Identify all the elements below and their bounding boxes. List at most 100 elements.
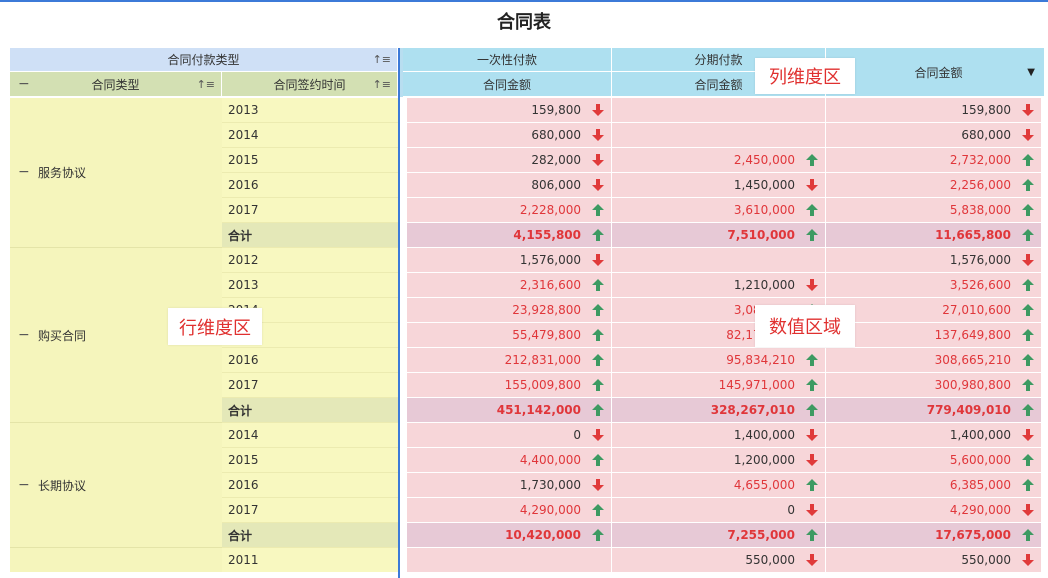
value-text: 155,009,800: [504, 378, 581, 392]
sort-icon[interactable]: ↑≡: [196, 78, 215, 91]
total-row-label-text: 合计: [228, 528, 253, 543]
value-text: 2,228,000: [519, 203, 581, 217]
value-text: 2,732,000: [949, 153, 1011, 167]
value-text: 451,142,000: [496, 403, 581, 417]
table-title: 合同表: [497, 12, 551, 33]
up-arrow: [1022, 229, 1034, 241]
value-text: 282,000: [531, 153, 581, 167]
row-spacer: [398, 223, 407, 248]
row-label-text: 2014: [228, 128, 259, 142]
value-cell: 7,510,000: [612, 223, 826, 248]
row-spacer: [398, 498, 407, 523]
up-arrow: [592, 529, 604, 541]
value-text: 806,000: [531, 178, 581, 192]
up-arrow: [1022, 404, 1034, 416]
up-arrow: [592, 379, 604, 391]
total-column-header: 合同金额 ▼: [826, 48, 1044, 97]
row-group-cell: 长期协议 −: [10, 423, 222, 548]
value-cell: 1,576,000: [407, 248, 612, 273]
value-cell: 155,009,800: [407, 373, 612, 398]
total-column-header-text: 合同金额: [914, 65, 963, 80]
value-cell: 2,450,000: [612, 148, 826, 173]
row-dim-group-header: 合同付款类型 ↑≡: [10, 48, 398, 72]
collapse-icon[interactable]: −: [18, 164, 30, 180]
total-row-label: 合计: [222, 398, 398, 423]
value-text: 7,510,000: [727, 228, 795, 242]
row-label: 2012: [222, 248, 398, 273]
value-cell: 282,000: [407, 148, 612, 173]
down-arrow: [592, 254, 604, 266]
up-arrow: [1022, 329, 1034, 341]
dropdown-icon[interactable]: ▼: [1027, 67, 1035, 78]
up-arrow: [592, 454, 604, 466]
value-cell: 5,600,000: [826, 448, 1042, 473]
row-label-text: 2011: [228, 553, 259, 567]
up-arrow: [806, 479, 818, 491]
value-cell: 550,000: [612, 548, 826, 572]
value-cell: 4,290,000: [407, 498, 612, 523]
value-cell: 806,000: [407, 173, 612, 198]
value-cell: 95,834,210: [612, 348, 826, 373]
value-cell: 27,010,600: [826, 298, 1042, 323]
value-cell: 4,655,000: [612, 473, 826, 498]
down-arrow: [1022, 504, 1034, 516]
value-text: 0: [573, 428, 581, 442]
collapse-icon[interactable]: −: [18, 476, 30, 493]
value-text: 7,255,000: [727, 528, 795, 542]
value-text: 4,155,800: [513, 228, 581, 242]
row-spacer: [398, 548, 407, 572]
collapse-icon[interactable]: −: [18, 76, 30, 92]
row-dimension-label: 行维度区: [168, 308, 262, 345]
row-label: 2011: [222, 548, 398, 572]
value-text: 680,000: [961, 128, 1011, 142]
row-spacer: [398, 423, 407, 448]
column-measure-header-text: 合同金额: [482, 77, 531, 92]
value-cell: 3,526,600: [826, 273, 1042, 298]
value-text: 680,000: [531, 128, 581, 142]
down-arrow: [806, 454, 818, 466]
down-arrow: [592, 104, 604, 116]
up-arrow: [806, 354, 818, 366]
value-cell: 300,980,800: [826, 373, 1042, 398]
value-cell: 328,267,010: [612, 398, 826, 423]
value-cell: [612, 248, 826, 273]
value-cell: 680,000: [407, 123, 612, 148]
total-row-label: 合计: [222, 223, 398, 248]
up-arrow: [1022, 479, 1034, 491]
row-label-text: 2012: [228, 253, 259, 267]
value-text: 23,928,800: [512, 303, 581, 317]
row-label-text: 2015: [228, 153, 259, 167]
sort-icon[interactable]: ↑≡: [372, 78, 391, 91]
down-arrow: [592, 129, 604, 141]
value-text: 328,267,010: [710, 403, 795, 417]
row-dim-header-text: 合同类型: [91, 77, 140, 92]
sort-icon[interactable]: ↑≡: [372, 53, 391, 66]
down-arrow: [592, 479, 604, 491]
value-text: 212,831,000: [504, 353, 581, 367]
row-label: 2015: [222, 448, 398, 473]
value-cell: 2,256,000: [826, 173, 1042, 198]
row-label: 2015: [222, 148, 398, 173]
collapse-icon[interactable]: −: [18, 326, 30, 343]
row-label-text: 2013: [228, 278, 259, 292]
row-spacer: [398, 523, 407, 548]
value-text: 2,450,000: [733, 153, 795, 167]
row-label-text: 2013: [228, 103, 259, 117]
value-text: 17,675,000: [935, 528, 1011, 542]
row-dim-header: 合同签约时间 ↑≡: [222, 72, 398, 97]
value-cell: 1,730,000: [407, 473, 612, 498]
value-cell: 779,409,010: [826, 398, 1042, 423]
value-text: 1,576,000: [949, 253, 1011, 267]
value-cell: 159,800: [407, 98, 612, 123]
down-arrow: [1022, 104, 1034, 116]
value-cell: 680,000: [826, 123, 1042, 148]
down-arrow: [806, 504, 818, 516]
row-spacer: [398, 198, 407, 223]
row-spacer: [398, 348, 407, 373]
up-arrow: [806, 154, 818, 166]
value-cell: 0: [612, 498, 826, 523]
value-text: 1,450,000: [733, 178, 795, 192]
value-text: 1,400,000: [733, 428, 795, 442]
value-text: 10,420,000: [505, 528, 581, 542]
row-label: 2013: [222, 273, 398, 298]
